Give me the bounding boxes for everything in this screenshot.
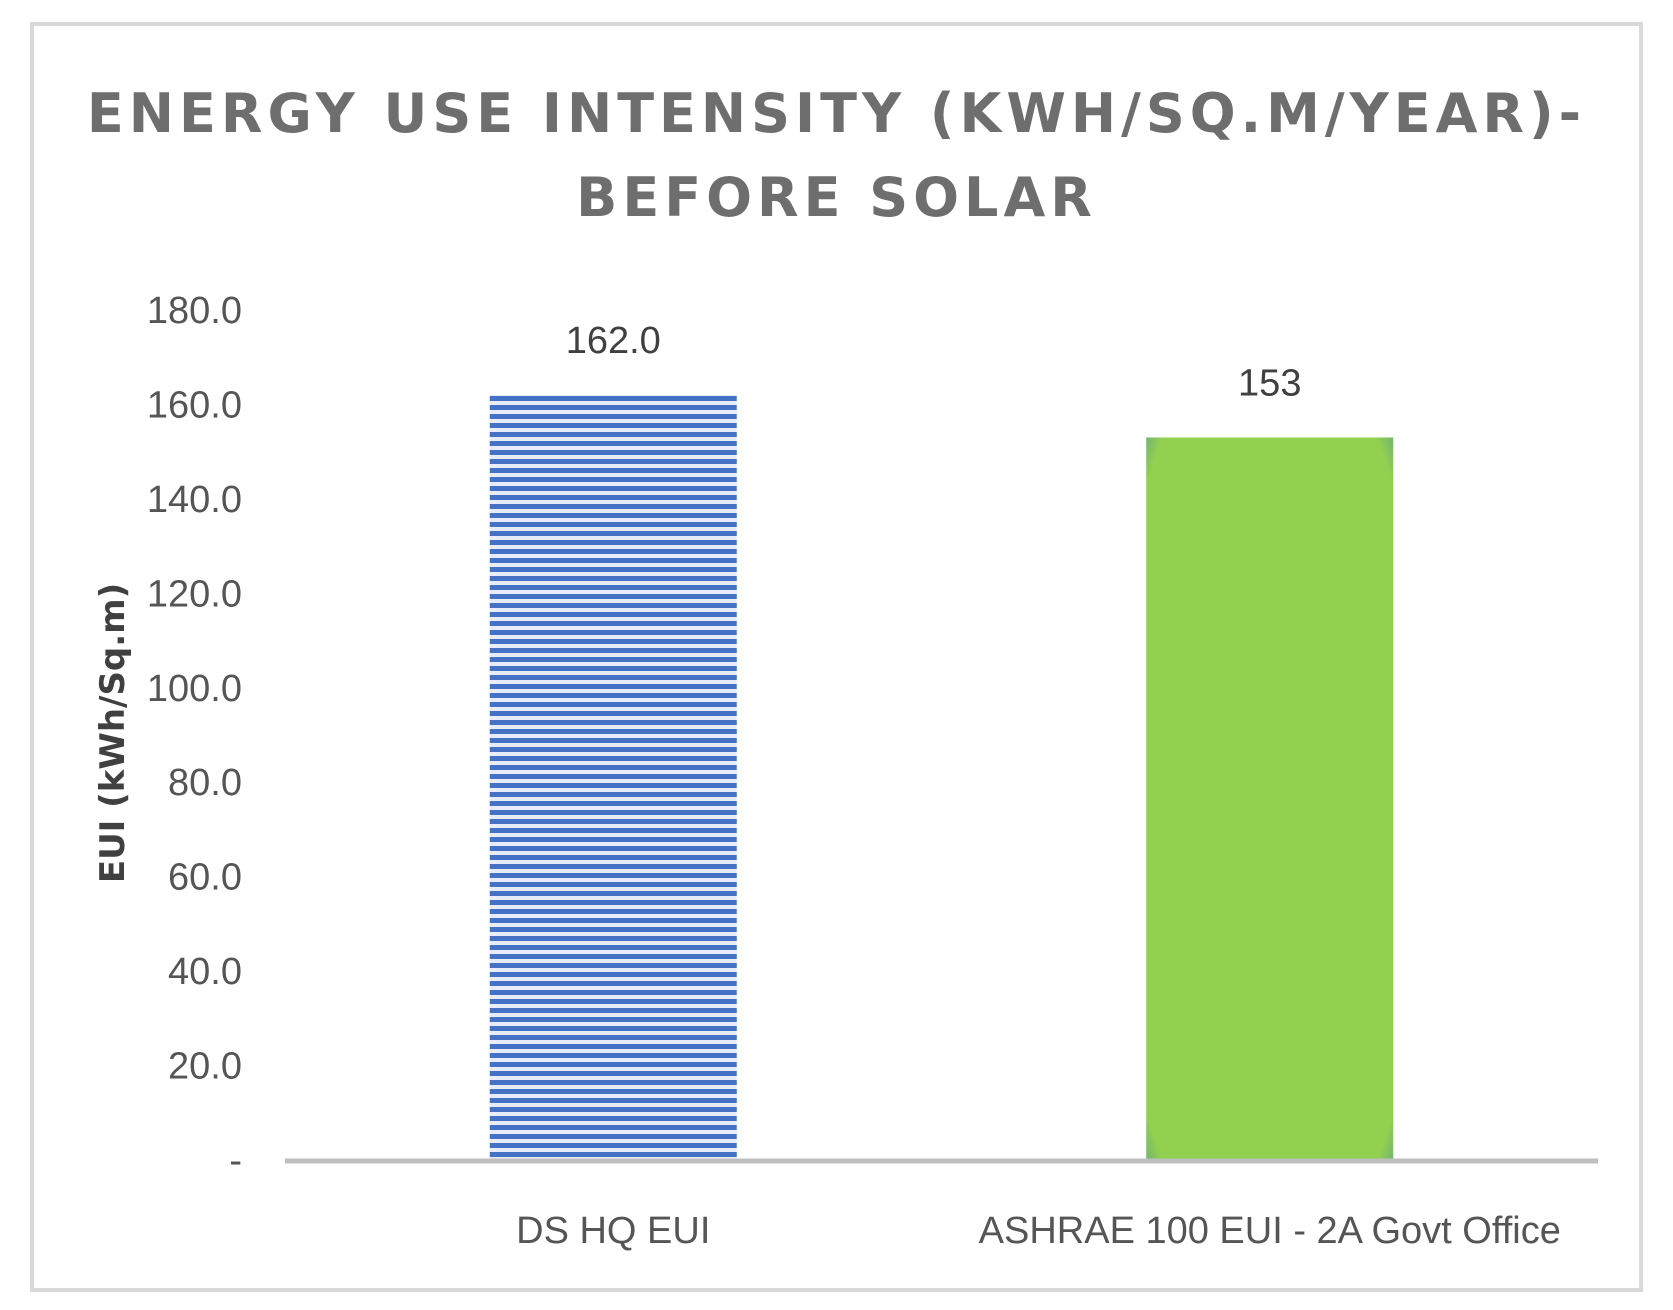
data-label: 162.0 (566, 320, 661, 362)
y-tick-label: 40.0 (168, 951, 242, 993)
bars (489, 395, 1394, 1160)
y-tick-label: 80.0 (168, 762, 242, 804)
y-tick-label: 20.0 (168, 1046, 242, 1088)
data-label: 153 (1238, 363, 1301, 405)
chart-title-line1: ENERGY USE INTENSITY (KWH/SQ.M/YEAR)- (86, 82, 1587, 145)
data-labels: 162.0 153 (566, 320, 1302, 405)
y-tick-label: 100.0 (147, 668, 242, 710)
y-tick-label: - (229, 1140, 242, 1182)
x-tick-label: ASHRAE 100 EUI - 2A Govt Office (979, 1210, 1561, 1252)
y-tick-label: 140.0 (147, 479, 242, 521)
x-tick-label: DS HQ EUI (516, 1210, 710, 1252)
x-axis-labels: DS HQ EUI ASHRAE 100 EUI - 2A Govt Office (516, 1210, 1561, 1252)
y-tick-label: 160.0 (147, 384, 242, 426)
chart-title-line2: BEFORE SOLAR (576, 166, 1097, 229)
y-tick-label: 180.0 (147, 290, 242, 332)
y-axis-ticks: - 20.0 40.0 60.0 80.0 100.0 120.0 140.0 160.0 180… (147, 290, 242, 1182)
bar-2 (1146, 437, 1394, 1160)
y-tick-label: 60.0 (168, 857, 242, 899)
bar-1 (489, 395, 737, 1160)
y-axis-title: EUI (kWh/Sq.m) (93, 583, 133, 883)
y-tick-label: 120.0 (147, 573, 242, 615)
